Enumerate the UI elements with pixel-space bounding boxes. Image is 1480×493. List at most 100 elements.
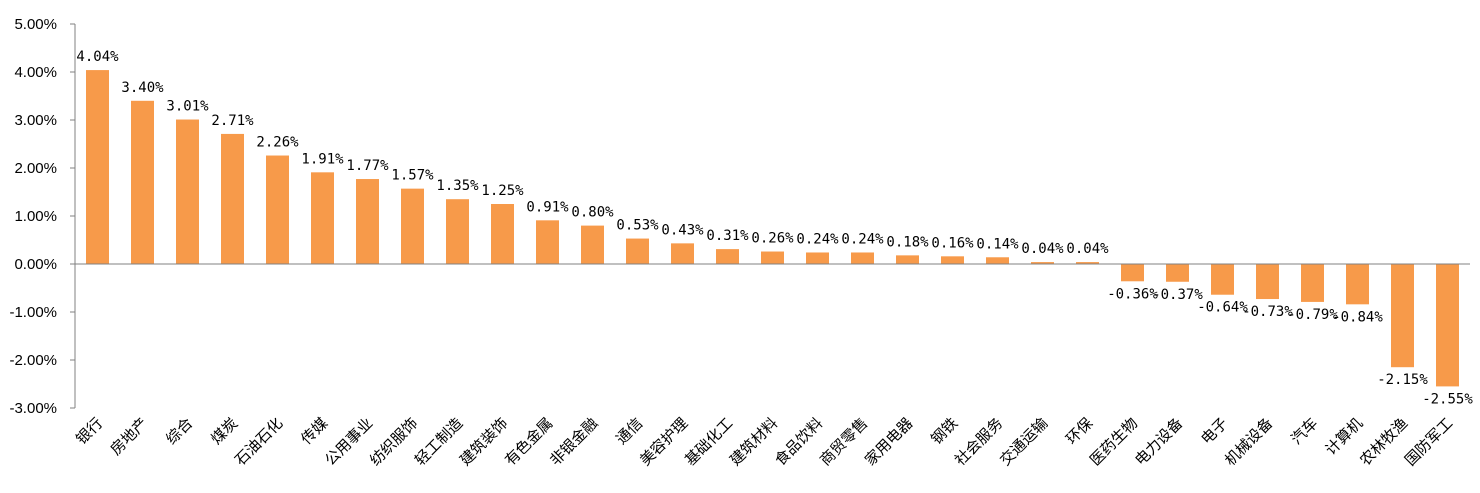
data-label: 1.91% xyxy=(301,151,344,167)
bar xyxy=(1211,264,1234,295)
data-label: -0.37% xyxy=(1152,287,1203,303)
bar xyxy=(401,188,424,264)
data-label: 0.43% xyxy=(661,222,704,238)
data-label: 0.14% xyxy=(976,236,1019,252)
y-tick-label: 3.00% xyxy=(14,112,57,129)
x-tick-label: 电子 xyxy=(1197,414,1231,448)
y-tick-label: -2.00% xyxy=(9,352,57,369)
data-label: 2.26% xyxy=(256,135,299,151)
bar xyxy=(806,252,829,264)
data-label: 0.91% xyxy=(526,199,569,215)
data-label: -0.84% xyxy=(1332,309,1383,325)
bar xyxy=(311,172,334,264)
bar xyxy=(986,257,1009,264)
bar xyxy=(221,133,244,264)
y-tick-label: -1.00% xyxy=(9,304,57,321)
x-tick-label: 轻工制造 xyxy=(411,414,466,469)
data-label: 1.35% xyxy=(436,178,479,194)
x-tick-label: 交通运输 xyxy=(996,414,1051,469)
bar xyxy=(446,199,469,264)
x-tick-label: 建筑装饰 xyxy=(456,414,511,469)
data-label: -0.79% xyxy=(1287,307,1338,323)
data-label: 1.57% xyxy=(391,168,434,184)
bar xyxy=(761,251,784,264)
bar xyxy=(1121,264,1144,282)
bar xyxy=(581,225,604,264)
data-label: -0.36% xyxy=(1107,286,1158,302)
data-label: 0.26% xyxy=(751,231,794,247)
data-label: 1.77% xyxy=(346,158,389,174)
data-label: 3.01% xyxy=(166,99,209,115)
bar xyxy=(896,255,919,264)
data-label: 0.53% xyxy=(616,218,659,234)
bar xyxy=(266,155,289,264)
x-tick-label: 房地产 xyxy=(107,414,152,459)
y-tick-label: 5.00% xyxy=(14,16,57,33)
data-label: 0.04% xyxy=(1066,241,1109,257)
y-tick-label: 1.00% xyxy=(14,208,57,225)
bar xyxy=(1256,264,1279,300)
bar xyxy=(1391,264,1414,368)
data-label: 0.24% xyxy=(796,231,839,247)
x-tick-label: 建筑材料 xyxy=(726,414,781,469)
x-tick-label: 通信 xyxy=(612,414,646,448)
data-label: 4.04% xyxy=(76,49,119,65)
x-tick-label: 传媒 xyxy=(297,414,331,448)
x-tick-label: 食品饮料 xyxy=(771,414,826,469)
x-tick-label: 商贸零售 xyxy=(816,414,871,469)
bar xyxy=(1031,262,1054,264)
x-tick-label: 农林牧渔 xyxy=(1356,414,1411,469)
data-label: 3.40% xyxy=(121,80,164,96)
x-tick-label: 机械设备 xyxy=(1221,414,1276,469)
bar xyxy=(941,256,964,264)
y-tick-label: 2.00% xyxy=(14,160,57,177)
bar xyxy=(671,243,694,264)
bar xyxy=(536,220,559,264)
x-tick-label: 环保 xyxy=(1062,414,1096,448)
data-label: 0.18% xyxy=(886,234,929,250)
x-tick-label: 国防军工 xyxy=(1401,414,1456,469)
data-label: 2.71% xyxy=(211,113,254,129)
x-tick-label: 家用电器 xyxy=(861,414,916,469)
data-label: 0.24% xyxy=(841,231,884,247)
x-tick-label: 电力设备 xyxy=(1131,414,1186,469)
bar xyxy=(491,204,514,264)
x-tick-label: 医药生物 xyxy=(1086,414,1141,469)
data-label: 1.25% xyxy=(481,183,524,199)
y-tick-label: 4.00% xyxy=(14,64,57,81)
bar xyxy=(1346,264,1369,305)
data-label: -0.73% xyxy=(1242,304,1293,320)
y-tick-label: 0.00% xyxy=(14,256,57,273)
data-label: 0.80% xyxy=(571,205,614,221)
x-tick-label: 有色金属 xyxy=(501,414,556,469)
x-tick-label: 煤炭 xyxy=(207,414,241,448)
x-tick-label: 美容护理 xyxy=(636,414,691,469)
x-tick-label: 纺织服饰 xyxy=(366,414,421,469)
data-label: 0.31% xyxy=(706,228,749,244)
y-tick-label: -3.00% xyxy=(9,400,57,417)
x-tick-label: 社会服务 xyxy=(951,414,1006,469)
data-label: -2.15% xyxy=(1377,372,1428,388)
bar xyxy=(131,100,154,264)
data-label: 0.16% xyxy=(931,235,974,251)
x-tick-label: 银行 xyxy=(72,414,106,448)
bar xyxy=(626,238,649,264)
bar xyxy=(1436,264,1459,387)
data-label: -0.64% xyxy=(1197,300,1248,316)
bar xyxy=(1301,264,1324,302)
bar xyxy=(1076,262,1099,264)
data-label: 0.04% xyxy=(1021,241,1064,257)
x-tick-label: 公用事业 xyxy=(321,414,376,469)
bar xyxy=(851,252,874,264)
bar xyxy=(716,249,739,264)
x-tick-label: 汽车 xyxy=(1287,414,1321,448)
bar xyxy=(86,70,109,264)
bar xyxy=(356,179,379,264)
bar xyxy=(176,119,199,265)
x-tick-label: 综合 xyxy=(162,414,196,448)
x-tick-label: 钢铁 xyxy=(927,414,961,448)
x-tick-label: 非银金融 xyxy=(546,414,601,469)
x-tick-label: 基础化工 xyxy=(681,414,736,469)
